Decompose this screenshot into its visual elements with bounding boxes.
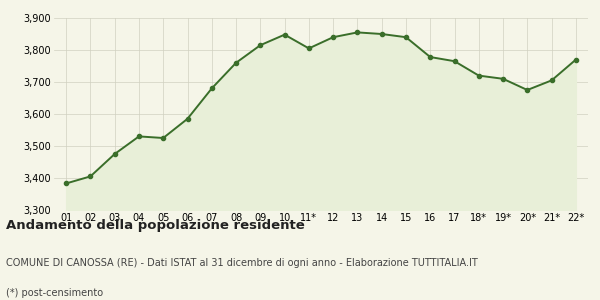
Text: Andamento della popolazione residente: Andamento della popolazione residente [6, 219, 305, 232]
Text: (*) post-censimento: (*) post-censimento [6, 288, 103, 298]
Text: COMUNE DI CANOSSA (RE) - Dati ISTAT al 31 dicembre di ogni anno - Elaborazione T: COMUNE DI CANOSSA (RE) - Dati ISTAT al 3… [6, 258, 478, 268]
